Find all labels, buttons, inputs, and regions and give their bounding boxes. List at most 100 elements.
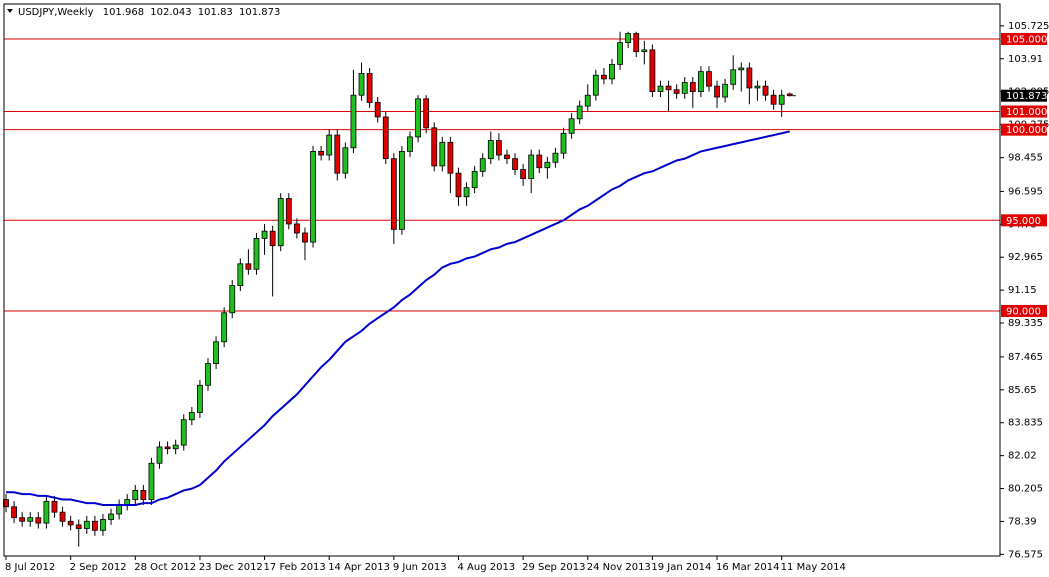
candle-body (495, 140, 502, 156)
candle-body (625, 33, 632, 44)
candle-body (633, 33, 640, 53)
candle-body (285, 198, 292, 225)
candle-body (277, 198, 284, 247)
level-label-box (1001, 304, 1047, 317)
x-tick-label: 4 Aug 2013 (457, 562, 515, 573)
x-tick-label: 2 Sep 2012 (70, 562, 127, 573)
candle-body (229, 285, 236, 314)
candle-body (576, 105, 583, 120)
candle-body (762, 85, 769, 96)
candle-body (366, 73, 373, 103)
candle-body (221, 312, 228, 343)
level-label-box (1001, 123, 1047, 136)
last-close: 101.873 (239, 7, 280, 18)
candle-body (673, 89, 680, 94)
level-label: 90.000 (1006, 306, 1041, 317)
candle-body (19, 517, 26, 522)
candle-body (310, 151, 316, 243)
candle-body (439, 141, 446, 167)
level-label-box (1001, 32, 1047, 45)
y-tick-label: 98.455 (1008, 153, 1043, 164)
candle-body (205, 363, 211, 386)
candle-body (350, 94, 357, 149)
x-tick-label: 11 May 2014 (781, 562, 846, 573)
candle-body (601, 74, 607, 80)
candle-body (552, 152, 559, 163)
y-tick-label: 80.205 (1008, 484, 1043, 495)
candle-body (706, 71, 712, 87)
level-label-box (1001, 214, 1047, 227)
y-tick-label: 96.595 (1008, 186, 1043, 197)
candle-body (754, 85, 761, 89)
candle-body (730, 69, 737, 85)
candle-body (43, 500, 50, 524)
moving-average-line (6, 130, 790, 506)
candle-body (681, 82, 688, 94)
y-tick-label: 89.335 (1008, 318, 1043, 329)
candle-body (253, 238, 260, 270)
candle-body (172, 444, 179, 450)
y-tick-label: 87.465 (1008, 352, 1043, 363)
candle-body (164, 446, 171, 450)
candle-body (188, 412, 195, 421)
candle-body (382, 116, 389, 160)
candle-body (447, 141, 454, 174)
candle-body (326, 134, 333, 156)
x-tick-label: 8 Jul 2012 (5, 562, 55, 573)
y-tick-label: 78.39 (1008, 516, 1037, 527)
candle-body (689, 82, 696, 92)
candle-body (722, 83, 729, 98)
candle-body (318, 151, 325, 156)
y-tick-label: 85.65 (1008, 385, 1037, 396)
candle-body (197, 384, 203, 413)
level-label-box (1001, 105, 1047, 118)
y-tick-label: 83.835 (1008, 418, 1043, 429)
y-tick-label: 82.02 (1008, 451, 1037, 462)
candle-body (302, 232, 308, 243)
candle-body (269, 230, 276, 247)
candle-body (423, 98, 430, 129)
candle-body (59, 511, 66, 522)
x-tick-label: 14 Apr 2013 (328, 562, 390, 573)
chart-header: USDJPY,Weekly 101.968 102.043 101.83 101… (18, 7, 280, 18)
candle-body (544, 161, 551, 169)
last-price-label: 101.873 (1006, 91, 1047, 102)
candle-body (116, 504, 123, 515)
candle-body (237, 263, 244, 286)
candle-body (479, 158, 486, 172)
level-label: 101.000 (1006, 107, 1047, 118)
candle-body (471, 170, 478, 189)
candle-body (487, 140, 494, 160)
candle-body (91, 520, 98, 531)
candle-body (11, 506, 17, 519)
candle-body (148, 462, 155, 500)
candle-body (374, 102, 381, 118)
y-tick-label: 105.725 (1008, 21, 1049, 32)
candle-body (568, 118, 575, 134)
candle-body (213, 341, 219, 364)
candle-body (617, 42, 623, 65)
candle-body (261, 230, 268, 239)
candle-body (455, 172, 462, 198)
candle-body (665, 85, 672, 91)
y-tick-label: 91.15 (1008, 285, 1037, 296)
candle-body (293, 223, 300, 234)
candle-body (51, 500, 58, 513)
level-label: 95.000 (1006, 216, 1041, 227)
candle-body (108, 513, 114, 520)
candle-body (180, 419, 187, 446)
last-price-box (1001, 89, 1047, 102)
candle-body (156, 446, 163, 464)
candle-body (463, 187, 470, 198)
candle-body (609, 63, 615, 80)
candle-body (334, 134, 341, 174)
y-tick-label: 92.965 (1008, 252, 1043, 263)
x-tick-label: 9 Jun 2013 (393, 562, 447, 573)
y-tick-label: 103.91 (1008, 54, 1043, 65)
candle-body (560, 132, 567, 154)
candle-body (786, 93, 793, 97)
candle-body (75, 524, 82, 529)
menu-triangle[interactable] (7, 9, 13, 13)
candle-body (407, 136, 413, 152)
